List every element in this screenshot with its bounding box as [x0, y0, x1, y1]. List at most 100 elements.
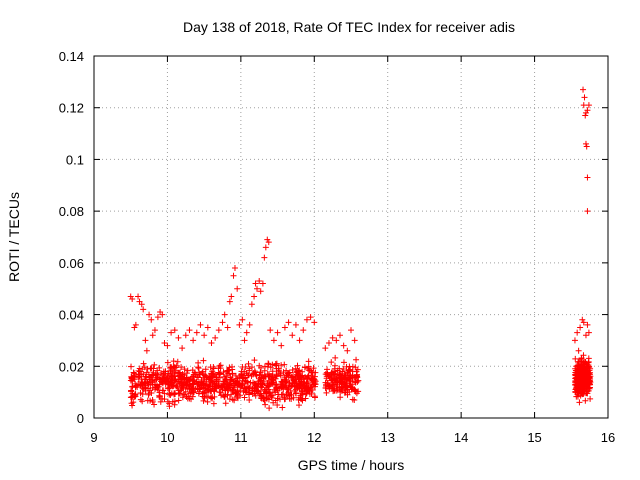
data-point: [204, 324, 211, 331]
data-point: [274, 402, 281, 409]
data-point: [169, 398, 176, 405]
data-point: [231, 397, 238, 404]
data-point: [301, 364, 308, 371]
data-point: [221, 311, 228, 318]
data-point: [153, 384, 160, 391]
data-point: [239, 381, 246, 388]
data-point: [202, 366, 209, 373]
data-point: [161, 340, 168, 347]
data-point: [332, 371, 339, 378]
data-point: [322, 385, 329, 392]
data-point: [146, 376, 153, 383]
data-point: [149, 398, 156, 405]
data-point: [159, 387, 166, 394]
data-point: [231, 265, 238, 272]
data-point: [574, 329, 581, 336]
data-point: [580, 86, 587, 93]
data-point: [164, 359, 171, 366]
data-point: [221, 393, 228, 400]
data-point: [224, 324, 231, 331]
data-point: [344, 347, 351, 354]
data-point: [226, 298, 233, 305]
data-point: [204, 387, 211, 394]
data-point: [246, 390, 253, 397]
data-point: [226, 396, 233, 403]
data-point: [168, 329, 175, 336]
data-point: [336, 332, 343, 339]
data-point: [235, 380, 242, 387]
data-point: [582, 332, 589, 339]
data-point: [324, 370, 331, 377]
data-point: [285, 389, 292, 396]
data-point: [264, 380, 271, 387]
data-point: [257, 369, 264, 376]
data-point: [229, 388, 236, 395]
data-point: [161, 370, 168, 377]
data-point: [142, 387, 149, 394]
data-point: [245, 372, 252, 379]
data-point: [216, 382, 223, 389]
data-point: [186, 386, 193, 393]
data-point: [261, 367, 268, 374]
data-point: [195, 364, 202, 371]
data-point: [309, 369, 316, 376]
data-point: [137, 396, 144, 403]
data-point: [204, 398, 211, 405]
data-point: [326, 385, 333, 392]
data-point: [151, 327, 158, 334]
data-point: [228, 391, 235, 398]
data-point: [353, 356, 360, 363]
data-point: [584, 174, 591, 181]
data-point: [311, 393, 318, 400]
data-point: [243, 329, 250, 336]
x-tick-label: 11: [234, 430, 248, 445]
data-point: [207, 394, 214, 401]
data-point: [210, 365, 217, 372]
data-point: [182, 332, 189, 339]
data-point: [322, 345, 329, 352]
data-point: [243, 378, 250, 385]
data-point: [355, 377, 362, 384]
data-point: [284, 370, 291, 377]
data-point: [147, 397, 154, 404]
data-point: [307, 314, 314, 321]
y-tick-label: 0.02: [59, 359, 84, 374]
data-point: [148, 316, 155, 323]
data-point: [250, 379, 257, 386]
data-point: [585, 102, 592, 109]
data-point: [139, 398, 146, 405]
data-point: [174, 370, 181, 377]
data-point: [135, 381, 142, 388]
data-point: [181, 366, 188, 373]
data-point: [157, 398, 164, 405]
data-point: [342, 371, 349, 378]
data-point: [222, 400, 229, 407]
data-point: [201, 375, 208, 382]
data-point: [183, 382, 190, 389]
data-point: [177, 373, 184, 380]
x-tick-label: 14: [454, 430, 468, 445]
data-point: [303, 316, 310, 323]
data-point: [575, 359, 582, 366]
data-point: [254, 387, 261, 394]
data-point: [167, 378, 174, 385]
data-point: [311, 319, 318, 326]
data-point: [262, 386, 269, 393]
data-point: [234, 285, 241, 292]
data-point: [132, 321, 139, 328]
data-point: [252, 280, 259, 287]
data-point: [264, 363, 271, 370]
data-point: [138, 371, 145, 378]
data-point: [171, 377, 178, 384]
data-point: [131, 393, 138, 400]
data-point: [353, 390, 360, 397]
data-point: [575, 347, 582, 354]
data-point: [216, 371, 223, 378]
data-point: [297, 381, 304, 388]
data-point: [175, 390, 182, 397]
data-point: [290, 394, 297, 401]
data-point: [149, 378, 156, 385]
y-tick-label: 0.06: [59, 256, 84, 271]
data-point: [143, 380, 150, 387]
data-point: [203, 393, 210, 400]
